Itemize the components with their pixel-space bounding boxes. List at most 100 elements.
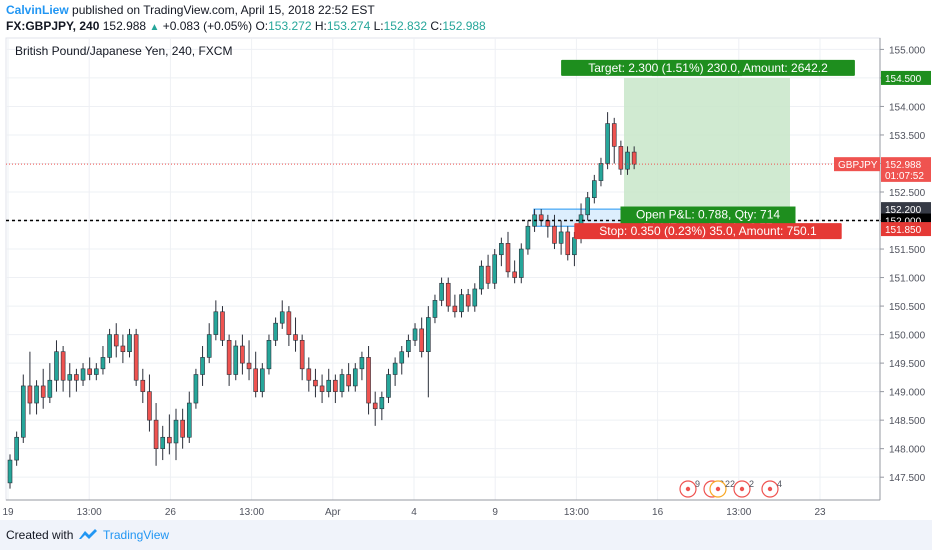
high-value: 153.274: [326, 19, 371, 33]
chart-title: British Pound/Japanese Yen, 240, FXCM: [15, 44, 232, 58]
candle-body: [286, 311, 292, 335]
publish-line: CalvinLiew published on TradingView.com,…: [6, 3, 375, 17]
candle-body: [20, 385, 26, 438]
pnl-label: Open P&L: 0.788, Qty: 714: [636, 208, 780, 222]
ohlc-line: FX:GBPJPY, 240 152.988 ▲ +0.083 (+0.05%)…: [6, 19, 486, 33]
close-label: C:: [430, 19, 443, 33]
candle-body: [107, 334, 112, 358]
stop-label-bg: [574, 223, 842, 240]
candle-body: [552, 225, 557, 244]
open-label: O:: [255, 19, 269, 33]
event-marker-count: 2: [749, 479, 754, 489]
candle-body: [465, 294, 471, 307]
x-tick-label: 13:00: [564, 507, 589, 518]
candle-body: [366, 357, 371, 404]
created-with-text: Created with: [6, 528, 74, 542]
x-tick-label: 13:00: [726, 507, 751, 518]
y-tick-label: 149.000: [889, 388, 926, 399]
event-markers: 932224: [679, 479, 782, 498]
close-value: 152.988: [442, 19, 486, 33]
candle-body: [611, 123, 617, 147]
candle-body: [34, 385, 39, 404]
y-tick-label: 154.000: [889, 102, 926, 113]
y-tick-label: 151.000: [889, 274, 926, 285]
position-zones: [533, 73, 790, 230]
candle-body: [74, 374, 79, 381]
time-axis: 19 13:00 26 13:00 Apr 4 9 13:00 16 13:00 23: [2, 499, 880, 518]
candle-body: [180, 419, 185, 438]
profit-zone: [624, 77, 790, 221]
x-tick-label: 9: [492, 507, 498, 518]
last-price: 152.988: [102, 19, 147, 33]
candles: [7, 112, 637, 489]
candle-body: [406, 339, 411, 353]
tradingview-link[interactable]: TradingView: [103, 528, 170, 542]
author-link[interactable]: CalvinLiew: [6, 3, 69, 17]
x-tick-label: Apr: [325, 507, 341, 518]
candle-body: [67, 374, 73, 381]
y-tick-label: 149.500: [889, 359, 926, 370]
price-tag-bg: [881, 70, 931, 85]
x-tick-label: 26: [165, 507, 177, 518]
candle-body: [452, 305, 458, 313]
candle-body: [625, 151, 630, 170]
tradingview-logo-icon: [79, 529, 97, 539]
candle-body: [346, 374, 351, 387]
candle-body: [445, 282, 451, 307]
candle-body: [419, 328, 424, 353]
candle-body: [352, 368, 358, 387]
candle-body: [220, 311, 225, 341]
price-tag-bg: [881, 157, 931, 172]
candle-body: [499, 243, 504, 256]
candle-body: [399, 351, 405, 364]
candle-body: [512, 271, 517, 278]
price-tag-bg: [881, 202, 931, 217]
candle-body: [492, 254, 498, 284]
candle-body: [372, 402, 378, 410]
candle-body: [160, 436, 166, 449]
candle-body: [379, 397, 385, 410]
candle-body: [392, 362, 398, 375]
event-marker-count: 22: [725, 479, 735, 489]
x-tick-label: 16: [652, 507, 664, 518]
price-chart[interactable]: Target: 2.300 (1.51%) 230.0, Amount: 264…: [0, 34, 932, 520]
candle-body: [299, 339, 305, 370]
candle-body: [432, 300, 438, 318]
candle-body: [80, 368, 86, 381]
up-arrow-icon: ▲: [149, 22, 160, 33]
candle-body: [485, 265, 491, 284]
target-label: Target: 2.300 (1.51%) 230.0, Amount: 264…: [588, 61, 828, 75]
chart-area[interactable]: Target: 2.300 (1.51%) 230.0, Amount: 264…: [0, 34, 932, 520]
high-label: H:: [314, 19, 327, 33]
candle-body: [479, 265, 484, 290]
event-marker-dot: [767, 486, 773, 492]
candle-body: [226, 339, 232, 375]
candle-body: [193, 374, 199, 404]
candle-body: [213, 311, 219, 335]
position-labels: Target: 2.300 (1.51%) 230.0, Amount: 264…: [561, 59, 855, 240]
footer: Created with TradingView: [0, 520, 932, 550]
candle-body: [113, 334, 119, 347]
candle-body: [60, 351, 66, 381]
y-tick-label: 153.500: [889, 131, 926, 142]
candle-body: [133, 334, 139, 381]
price-tag-bg: [881, 222, 931, 237]
candle-body: [605, 123, 610, 164]
symbol-label[interactable]: FX:GBPJPY, 240: [6, 19, 100, 33]
candle-body: [339, 374, 345, 392]
candle-body: [120, 345, 126, 353]
event-marker-dot: [685, 486, 691, 492]
candle-body: [459, 294, 464, 313]
candle-body: [426, 317, 431, 353]
event-marker-dot: [739, 486, 745, 492]
open-value: 153.272: [268, 19, 312, 33]
candle-body: [412, 328, 418, 341]
candle-body: [246, 362, 252, 370]
candle-body: [140, 379, 146, 392]
candle-body: [7, 459, 13, 484]
candle-body: [173, 419, 179, 444]
candle-body: [359, 357, 365, 370]
candle-body: [313, 379, 318, 387]
candle-body: [592, 180, 597, 199]
candle-body: [618, 146, 624, 170]
